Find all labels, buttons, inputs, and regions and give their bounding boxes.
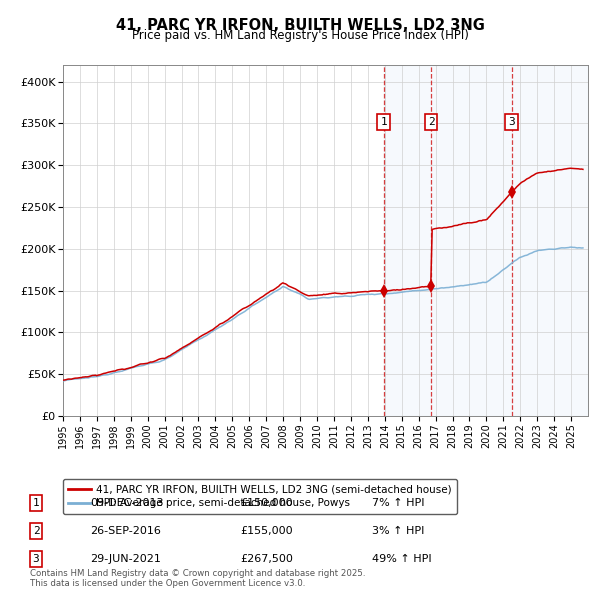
Text: £267,500: £267,500: [240, 555, 293, 564]
Text: 3: 3: [32, 555, 40, 564]
Text: 7% ↑ HPI: 7% ↑ HPI: [372, 498, 425, 507]
Text: 2: 2: [428, 117, 434, 127]
Bar: [383, 65, 588, 416]
Text: 26-SEP-2016: 26-SEP-2016: [90, 526, 161, 536]
Text: £155,000: £155,000: [240, 526, 293, 536]
Legend: 41, PARC YR IRFON, BUILTH WELLS, LD2 3NG (semi-detached house), HPI: Average pri: 41, PARC YR IRFON, BUILTH WELLS, LD2 3NG…: [63, 479, 457, 514]
Text: 3% ↑ HPI: 3% ↑ HPI: [372, 526, 424, 536]
Text: Contains HM Land Registry data © Crown copyright and database right 2025.
This d: Contains HM Land Registry data © Crown c…: [30, 569, 365, 588]
Text: 41, PARC YR IRFON, BUILTH WELLS, LD2 3NG: 41, PARC YR IRFON, BUILTH WELLS, LD2 3NG: [116, 18, 484, 32]
Text: 09-DEC-2013: 09-DEC-2013: [90, 498, 163, 507]
Text: Price paid vs. HM Land Registry's House Price Index (HPI): Price paid vs. HM Land Registry's House …: [131, 30, 469, 42]
Text: 1: 1: [32, 498, 40, 507]
Text: 1: 1: [380, 117, 387, 127]
Text: £150,000: £150,000: [240, 498, 293, 507]
Text: 3: 3: [508, 117, 515, 127]
Text: 2: 2: [32, 526, 40, 536]
Text: 49% ↑ HPI: 49% ↑ HPI: [372, 555, 431, 564]
Text: 29-JUN-2021: 29-JUN-2021: [90, 555, 161, 564]
